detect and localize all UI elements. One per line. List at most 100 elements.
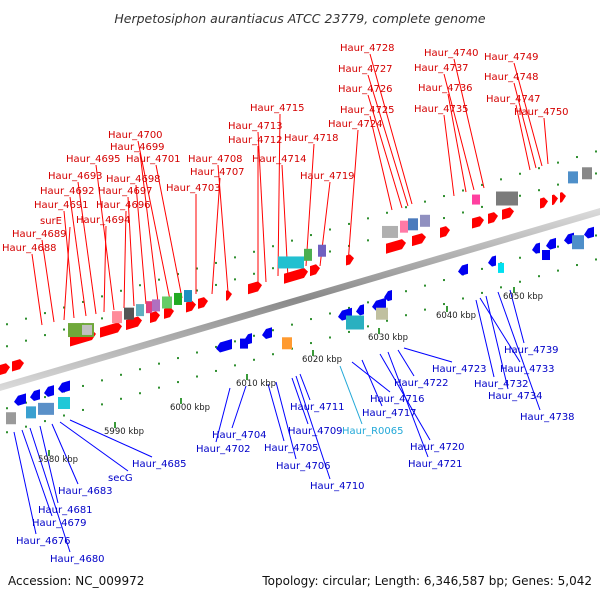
forward-block-4 <box>136 304 144 317</box>
reverse-gene-13 <box>532 242 540 254</box>
track-dot-0-158 <box>158 278 160 281</box>
gene-label-top-13: Haur_4701 <box>126 154 181 165</box>
forward-block-6 <box>152 299 160 312</box>
reverse-block-8 <box>498 262 504 273</box>
track-dot-0-253 <box>253 250 255 253</box>
bottom-callout-22 <box>479 297 521 363</box>
track-dot-1-519 <box>519 194 521 197</box>
tick-mark-5 <box>378 328 380 334</box>
bottom-callout-10 <box>275 381 297 460</box>
tick-label-5: 6030 kbp <box>368 333 408 343</box>
gene-label-bottom-22: Haur_4733 <box>500 364 555 375</box>
forward-block-13 <box>382 225 398 238</box>
track-dot-2-234 <box>234 340 236 343</box>
track-dot-1-6 <box>6 345 8 348</box>
reverse-gene-4 <box>216 338 232 353</box>
track-dot-3-44 <box>44 420 46 423</box>
bottom-strand-labels: Haur_4676 Haur_4679 Haur_4680 Haur_4681 Haur… <box>16 345 575 565</box>
track-dot-3-348 <box>348 330 350 333</box>
gene-label-top-14: Haur_4703 <box>166 183 221 194</box>
track-dot-3-576 <box>576 264 578 267</box>
gene-label-bottom-21: Haur_4732 <box>474 379 529 390</box>
gene-label-bottom-13: Haur_4711 <box>290 402 345 413</box>
reverse-gene-2 <box>44 385 54 397</box>
forward-gene-13 <box>346 254 354 266</box>
reverse-block-0 <box>6 412 16 425</box>
top-callout-33 <box>513 82 537 169</box>
gene-label-top-0: Haur_4688 <box>2 243 57 254</box>
top-callout-21 <box>305 143 315 267</box>
gene-label-bottom-10: Haur_4706 <box>276 461 331 472</box>
gene-label-bottom-4: Haur_4683 <box>58 486 113 497</box>
top-callout-31 <box>453 58 485 189</box>
reverse-gene-8 <box>356 304 364 316</box>
track-dot-1-557 <box>557 183 559 186</box>
top-callout-5 <box>77 181 97 315</box>
gene-label-bottom-0: Haur_4676 <box>16 536 71 547</box>
bottom-callout-14 <box>339 365 363 425</box>
gene-label-top-18: Haur_4713 <box>228 121 283 132</box>
track-dot-2-329 <box>329 312 331 315</box>
reverse-gene-11 <box>458 263 468 276</box>
accession-text: Accession: NC_009972 <box>8 574 144 588</box>
callout-lines <box>13 53 549 553</box>
gene-label-bottom-11: Haur_4709 <box>288 426 343 437</box>
track-dot-0-63 <box>63 306 65 309</box>
gene-label-bottom-17: Haur_4720 <box>410 442 465 453</box>
gene-label-top-27: Haur_4728 <box>340 43 395 54</box>
reverse-block-5 <box>282 337 292 350</box>
track-dot-3-120 <box>120 397 122 400</box>
bottom-callout-7 <box>215 387 231 443</box>
reverse-gene-16 <box>584 226 594 239</box>
track-dot-0-348 <box>348 222 350 225</box>
track-dot-3-557 <box>557 269 559 272</box>
track-dot-3-595 <box>595 258 597 261</box>
gene-label-top-2: surE <box>40 216 62 227</box>
top-callout-27 <box>369 53 413 205</box>
top-callout-35 <box>543 117 549 165</box>
gene-label-bottom-25: Haur_4739 <box>504 345 559 356</box>
gene-label-top-8: Haur_4696 <box>96 200 151 211</box>
gene-label-top-26: Haur_4727 <box>338 64 393 75</box>
gene-label-top-10: Haur_4698 <box>106 174 161 185</box>
track-dot-2-557 <box>557 245 559 248</box>
tick-label-4: 6020 kbp <box>302 355 342 365</box>
gene-label-bottom-23: Haur_4734 <box>488 391 543 402</box>
forward-block-8 <box>174 292 182 305</box>
tick-mark-0 <box>48 450 50 456</box>
forward-gene-11 <box>284 267 308 284</box>
track-dot-3-329 <box>329 336 331 339</box>
track-dot-1-367 <box>367 239 369 242</box>
top-callout-1 <box>41 239 55 323</box>
gene-label-top-15: Haur_4707 <box>190 167 245 178</box>
track-dot-3-101 <box>101 403 103 406</box>
track-dot-2-595 <box>595 234 597 237</box>
track-dot-1-63 <box>63 328 65 331</box>
forward-block-10 <box>278 256 304 269</box>
track-dot-0-6 <box>6 323 8 326</box>
forward-gene-21 <box>552 194 558 206</box>
gene-label-bottom-1: Haur_4679 <box>32 518 87 529</box>
tick-mark-2 <box>180 398 182 404</box>
top-callout-3 <box>63 210 75 319</box>
track-dot-1-44 <box>44 334 46 337</box>
forward-gene-10 <box>248 281 262 295</box>
track-dot-1-272 <box>272 267 274 270</box>
track-dot-3-272 <box>272 353 274 356</box>
track-dot-2-196 <box>196 351 198 354</box>
track-dot-3-386 <box>386 319 388 322</box>
forward-gene-14 <box>386 239 406 254</box>
track-dot-0-595 <box>595 150 597 153</box>
gene-label-bottom-6: Haur_4685 <box>132 459 187 470</box>
track-dot-2-253 <box>253 334 255 337</box>
track-dot-3-234 <box>234 364 236 367</box>
track-dot-0-500 <box>500 178 502 181</box>
reverse-block-7 <box>376 307 388 320</box>
tick-label-3: 6010 kbp <box>236 379 276 389</box>
top-callout-15 <box>211 177 221 295</box>
gene-label-top-22: Haur_4719 <box>300 171 355 182</box>
bottom-callout-23 <box>485 295 509 390</box>
forward-block-9 <box>184 290 192 303</box>
top-callout-34 <box>513 62 543 167</box>
gene-label-top-21: Haur_4718 <box>284 133 339 144</box>
